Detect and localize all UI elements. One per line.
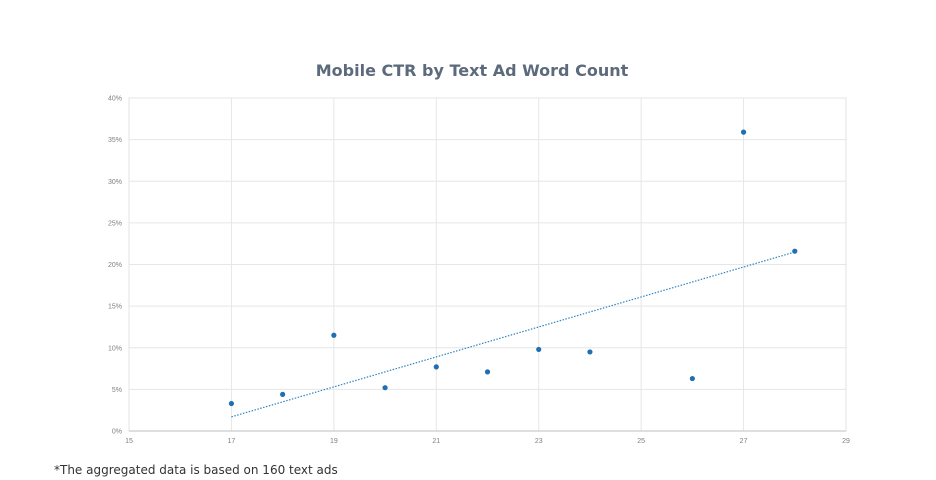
y-tick-labels: 0% 5% 10% 15% 20% 25% 30% 35% 40% xyxy=(108,96,122,436)
chart-title: Mobile CTR by Text Ad Word Count xyxy=(316,61,629,80)
data-point xyxy=(331,332,337,338)
data-point xyxy=(382,385,388,391)
footnote: *The aggregated data is based on 160 tex… xyxy=(54,463,338,477)
trendline xyxy=(231,251,795,418)
y-tick-label: 0% xyxy=(112,429,122,436)
y-tick-label: 20% xyxy=(108,262,122,269)
data-point xyxy=(536,346,542,353)
x-tick-label: 15 xyxy=(125,438,133,445)
y-tick-label: 25% xyxy=(108,220,122,227)
data-point xyxy=(433,364,439,370)
x-tick-label: 17 xyxy=(228,438,236,445)
data-points xyxy=(228,129,798,407)
y-tick-label: 15% xyxy=(108,304,122,311)
x-tick-label: 29 xyxy=(842,438,850,445)
y-tick-label: 30% xyxy=(108,179,122,186)
data-point xyxy=(587,349,593,355)
data-point xyxy=(280,391,286,397)
x-tick-label: 25 xyxy=(637,438,645,445)
x-tick-labels: 15 17 19 21 23 25 27 29 xyxy=(125,438,850,445)
data-point xyxy=(484,369,491,375)
x-tick-label: 21 xyxy=(432,438,440,445)
x-tick-label: 27 xyxy=(740,438,748,445)
y-tick-label: 35% xyxy=(108,137,122,144)
y-tick-label: 5% xyxy=(112,387,122,394)
data-point xyxy=(689,375,695,382)
data-point xyxy=(792,248,798,254)
x-tick-label: 19 xyxy=(330,438,338,445)
data-point xyxy=(740,129,747,135)
y-tick-label: 10% xyxy=(108,345,122,352)
x-gridlines xyxy=(230,98,745,431)
y-gridlines xyxy=(129,97,846,390)
data-point xyxy=(228,400,235,407)
y-tick-label: 40% xyxy=(108,96,122,103)
plot-area: 0% 5% 10% 15% 20% 25% 30% 35% 40% 15 17 19 21 23 25 27… xyxy=(108,96,850,446)
x-tick-label: 23 xyxy=(535,438,543,445)
